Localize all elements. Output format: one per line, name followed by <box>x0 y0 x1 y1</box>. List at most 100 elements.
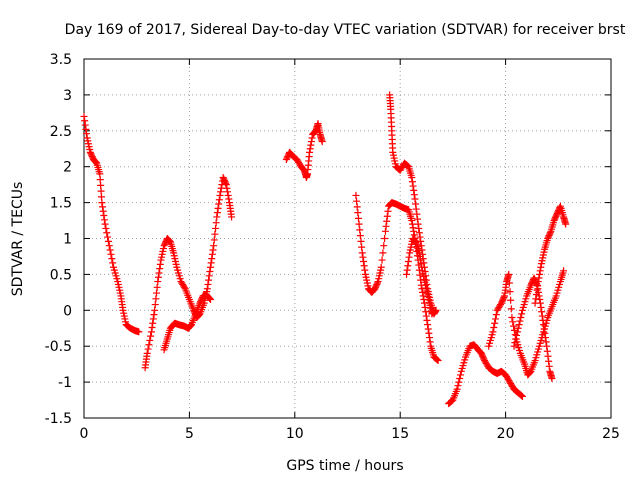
data-point <box>215 200 223 208</box>
data-point <box>211 230 219 238</box>
data-point <box>539 316 547 324</box>
data-point <box>155 269 163 277</box>
data-point <box>513 328 521 336</box>
data-point <box>417 260 425 268</box>
data-point <box>420 299 428 307</box>
data-point <box>206 295 214 303</box>
data-point <box>518 310 526 318</box>
data-point <box>416 233 424 241</box>
data-point <box>447 397 455 405</box>
data-point <box>205 276 213 284</box>
data-point <box>534 282 542 290</box>
data-point <box>383 217 391 225</box>
data-point <box>148 324 156 332</box>
data-point <box>359 253 367 261</box>
y-axis-label: SDTVAR / TECUs <box>10 182 26 297</box>
data-point <box>416 252 424 260</box>
y-tick-label: 1 <box>63 232 72 248</box>
data-point <box>213 213 221 221</box>
data-point <box>154 278 162 286</box>
data-point <box>102 224 110 232</box>
data-point <box>404 262 412 270</box>
data-point <box>540 325 548 333</box>
data-point <box>546 229 554 237</box>
data-marks <box>80 91 570 408</box>
data-point <box>419 292 427 300</box>
data-point <box>510 326 518 334</box>
data-point <box>430 306 438 314</box>
data-point <box>204 280 212 288</box>
data-point <box>156 265 164 273</box>
data-point <box>83 130 91 138</box>
data-point <box>180 283 188 291</box>
data-point <box>101 220 109 228</box>
data-point <box>352 191 360 199</box>
data-point <box>426 338 434 346</box>
data-point <box>214 204 222 212</box>
x-tick-label: 10 <box>286 426 304 442</box>
data-point <box>380 242 388 250</box>
data-point <box>509 318 517 326</box>
data-point <box>353 197 361 205</box>
data-point <box>210 236 218 244</box>
data-point <box>307 141 315 149</box>
data-point <box>560 267 568 275</box>
data-point <box>408 173 416 181</box>
data-point <box>536 267 544 275</box>
y-tick-label: 2 <box>63 160 72 176</box>
data-point <box>414 220 422 228</box>
data-point <box>490 324 498 332</box>
series-track-5 <box>352 191 442 365</box>
data-point <box>105 242 113 250</box>
series-track-3 <box>160 291 214 354</box>
data-point <box>532 295 540 303</box>
data-point <box>489 328 497 336</box>
data-point <box>216 191 224 199</box>
data-point <box>135 328 143 336</box>
data-point <box>383 212 391 220</box>
y-tick-label: 2.5 <box>50 124 72 140</box>
data-point <box>505 279 513 287</box>
x-tick-label: 25 <box>602 426 620 442</box>
data-point <box>548 375 556 383</box>
data-point <box>222 181 230 189</box>
series-track-6 <box>386 91 440 318</box>
data-point <box>361 266 369 274</box>
data-point <box>419 288 427 296</box>
data-point <box>208 250 216 258</box>
data-point <box>517 313 525 321</box>
data-point <box>510 342 518 350</box>
data-point <box>425 329 433 337</box>
data-point <box>378 256 386 264</box>
data-point <box>107 250 115 258</box>
data-point <box>491 315 499 323</box>
data-point <box>384 207 392 215</box>
data-point <box>515 321 523 329</box>
data-point <box>456 371 464 379</box>
plot-frame <box>83 58 612 419</box>
data-point <box>518 392 526 400</box>
data-point <box>206 268 214 276</box>
data-point <box>222 179 230 187</box>
data-point <box>381 235 389 242</box>
data-point <box>544 352 552 360</box>
data-point <box>207 259 215 267</box>
data-point <box>426 334 434 342</box>
data-point <box>80 112 88 120</box>
data-point <box>409 182 417 190</box>
data-point <box>541 334 549 342</box>
data-point <box>108 255 116 263</box>
data-point <box>537 303 545 311</box>
x-tick-label: 15 <box>391 426 409 442</box>
data-point <box>510 322 518 330</box>
data-point <box>354 214 362 222</box>
data-point <box>408 217 416 225</box>
data-point <box>410 186 418 194</box>
series-track-4 <box>282 120 326 181</box>
data-point <box>99 207 107 215</box>
data-point <box>215 196 223 204</box>
data-point <box>411 237 419 245</box>
data-point <box>511 339 519 347</box>
data-point <box>224 188 232 196</box>
data-point <box>225 195 233 203</box>
